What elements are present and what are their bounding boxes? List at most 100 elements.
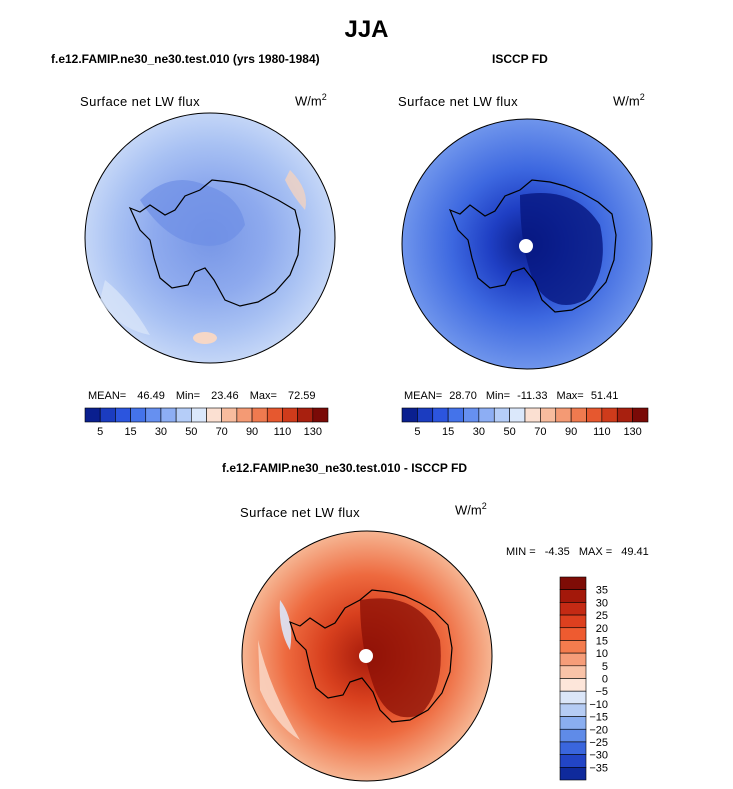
colorbar-2-swatch xyxy=(478,407,495,423)
map1-patch xyxy=(285,170,306,210)
colorbar-2-swatch xyxy=(509,407,526,423)
colorbar-1-tick-label: 90 xyxy=(246,426,258,438)
colorbar-3-tick-label: 30 xyxy=(596,597,608,609)
colorbar-2-swatch xyxy=(540,407,557,423)
panel1-title: f.e12.FAMIP.ne30_ne30.test.010 (yrs 1980… xyxy=(51,52,320,66)
colorbar-1-swatch xyxy=(266,407,283,423)
colorbar-1-tick-label: 70 xyxy=(216,426,228,438)
colorbar-2-tick-label: 30 xyxy=(473,426,485,438)
map2-pole-marker xyxy=(519,239,533,253)
colorbar-3-tick-label: −30 xyxy=(589,750,608,762)
colorbar-2-swatch xyxy=(417,407,434,423)
colorbar-2-tick-label: 130 xyxy=(623,426,641,438)
colorbar-3-tick-label: −25 xyxy=(589,737,608,749)
panel3-title: f.e12.FAMIP.ne30_ne30.test.010 - ISCCP F… xyxy=(222,461,467,475)
colorbar-1-swatch xyxy=(236,407,253,423)
map-2 xyxy=(401,118,653,370)
page-title: JJA xyxy=(344,16,389,43)
colorbar-1-swatch xyxy=(191,407,207,423)
colorbar-3-swatch xyxy=(559,589,587,603)
panel1-stats: MEAN= 46.49 Min= 23.46 Max= 72.59 xyxy=(88,390,316,402)
colorbar-2-swatch xyxy=(616,407,633,423)
panel3-variable-label: Surface net LW flux xyxy=(240,505,361,520)
colorbar-3-swatch xyxy=(559,614,587,629)
colorbar-3-swatch xyxy=(559,602,587,616)
colorbar-1-tick-label: 130 xyxy=(304,426,322,438)
colorbar-1-swatch xyxy=(297,407,314,423)
colorbar-1-swatch xyxy=(115,407,131,423)
panel1-units: W/m2 xyxy=(295,92,327,109)
panel2-units: W/m2 xyxy=(613,92,645,109)
colorbar-3-tick-label: 5 xyxy=(602,661,608,673)
colorbar-2-swatch xyxy=(555,407,572,423)
map1-patch xyxy=(100,280,150,335)
colorbar-1-swatch xyxy=(84,407,101,423)
colorbar-3-swatch xyxy=(559,678,587,692)
panel3-stats: MIN = -4.35 MAX = 49.41 xyxy=(506,546,649,558)
colorbar-3-swatch xyxy=(559,703,587,717)
colorbar-2-swatch xyxy=(401,407,418,423)
colorbar-2-tick-label: 70 xyxy=(534,426,546,438)
colorbar-2-swatch xyxy=(524,407,541,423)
map-1 xyxy=(84,112,336,364)
map2-patch xyxy=(520,193,603,305)
colorbar-2-swatch xyxy=(632,407,649,423)
colorbar-3-tick-label: −10 xyxy=(589,699,608,711)
map1-patch xyxy=(193,332,217,344)
map3-coastline xyxy=(289,589,453,723)
colorbar-2-tick-label: 5 xyxy=(414,426,420,438)
colorbar-3-swatch xyxy=(559,728,587,743)
colorbar-1-swatch xyxy=(130,407,147,423)
panel2-variable-label: Surface net LW flux xyxy=(398,94,519,109)
colorbar-3-swatch xyxy=(559,665,587,679)
colorbar-3-tick-label: −35 xyxy=(589,762,608,774)
map1-patch xyxy=(140,180,245,246)
colorbar-3-swatch xyxy=(559,640,587,654)
colorbar-2-swatch xyxy=(586,407,603,423)
colorbar-2-swatch xyxy=(601,407,618,423)
colorbar-1-swatch xyxy=(282,407,298,423)
panel1-variable-label: Surface net LW flux xyxy=(80,94,201,109)
colorbar-2-tick-label: 15 xyxy=(442,426,454,438)
map1-coastline xyxy=(128,179,301,307)
colorbar-2-swatch xyxy=(432,407,449,423)
colorbar-3-tick-label: 0 xyxy=(602,674,608,686)
colorbar-1-swatch xyxy=(175,407,192,423)
colorbar-2-swatch xyxy=(570,407,587,423)
colorbar-1-tick-label: 30 xyxy=(155,426,167,438)
panel2-stats: MEAN= 28.70 Min= -11.33 Max= 51.41 xyxy=(404,390,619,402)
colorbar-3-swatch xyxy=(559,767,587,781)
colorbar-1: 5 15 30 50 70 90 110 130 xyxy=(84,407,329,438)
colorbar-3-tick-label: 20 xyxy=(596,623,608,635)
colorbar-2-swatch xyxy=(463,407,480,423)
colorbar-3-swatch xyxy=(559,754,587,768)
colorbar-2-swatch xyxy=(493,407,510,423)
colorbar-3-tick-label: −15 xyxy=(589,712,608,724)
colorbar-1-tick-label: 50 xyxy=(185,426,197,438)
colorbar-3-tick-label: −20 xyxy=(589,724,608,736)
colorbar-1-swatch xyxy=(99,407,116,423)
colorbar-3-swatch xyxy=(559,690,587,705)
colorbar-3-swatch xyxy=(559,576,587,590)
colorbar-3-tick-label: 15 xyxy=(596,635,608,647)
colorbar-2-swatch xyxy=(447,407,464,423)
panel3-units: W/m2 xyxy=(455,501,487,518)
colorbar-1-tick-label: 110 xyxy=(274,426,292,438)
colorbar-1-swatch xyxy=(312,407,329,423)
colorbar-1-swatch xyxy=(160,407,177,423)
colorbar-3-tick-label: 25 xyxy=(596,610,608,622)
colorbar-2-tick-label: 90 xyxy=(565,426,577,438)
colorbar-1-swatch xyxy=(206,407,222,423)
map2-coastline xyxy=(448,179,617,313)
colorbar-2-tick-label: 50 xyxy=(504,426,516,438)
colorbar-1-swatch xyxy=(221,407,238,423)
colorbar-1-swatch xyxy=(145,407,162,423)
colorbar-3-swatch xyxy=(559,652,587,667)
colorbar-2-tick-label: 110 xyxy=(593,426,611,438)
colorbar-3-tick-label: 10 xyxy=(596,648,608,660)
map3-patch xyxy=(360,598,441,718)
colorbar-1-tick-label: 15 xyxy=(124,426,136,438)
colorbar-3-swatch xyxy=(559,741,587,755)
